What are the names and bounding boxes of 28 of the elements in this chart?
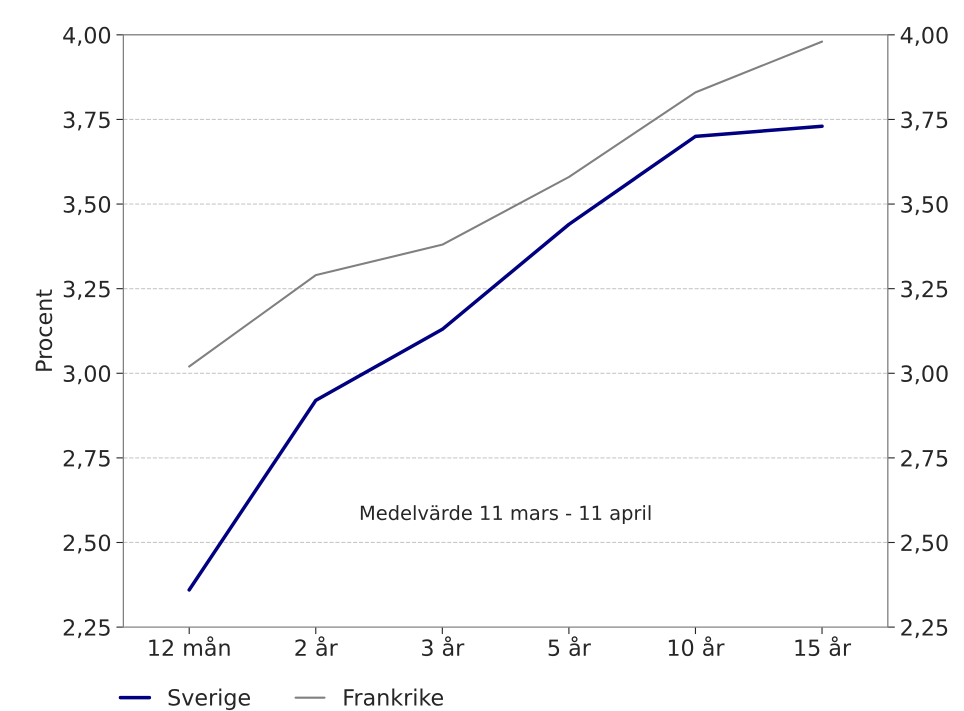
y2-tick-label: 2,25 xyxy=(901,619,948,638)
line-series xyxy=(188,40,824,368)
legend-label: Sverige xyxy=(168,688,250,710)
x-tick-label: 12 mån xyxy=(149,636,230,656)
y2-tick-label: 2,50 xyxy=(901,534,948,554)
y-tick-label: 3,50 xyxy=(64,196,110,216)
x-tick-label: 10 år xyxy=(668,636,725,656)
x-tick-label: 3 år xyxy=(422,636,464,656)
x-tick-label: 15 år xyxy=(795,636,852,656)
annotation: Medelvärde 11 mars - 11 april xyxy=(360,505,650,524)
x-tick-label: 5 år xyxy=(548,636,591,656)
y-tick-label: 3,75 xyxy=(64,111,110,130)
y-tick-label: 3,25 xyxy=(64,280,110,300)
x-tick-label: 2 år xyxy=(295,636,338,656)
y-tick-label: 2,50 xyxy=(64,534,110,554)
y2-tick-label: 3,00 xyxy=(901,365,948,384)
y-axis-title: Procent xyxy=(36,290,52,371)
y-tick-label: 4,00 xyxy=(63,26,110,46)
line-series xyxy=(187,124,824,592)
y2-tick-label: 4,00 xyxy=(900,26,948,46)
y-tick-label: 3,00 xyxy=(64,365,110,384)
y-tick-label: 2,75 xyxy=(64,450,110,469)
y-tick-label: 2,25 xyxy=(64,619,110,638)
y2-tick-label: 3,75 xyxy=(901,111,948,130)
y2-tick-label: 3,25 xyxy=(901,280,948,300)
y2-tick-label: 2,75 xyxy=(901,450,948,469)
y2-tick-label: 3,50 xyxy=(901,196,948,216)
legend-label: Frankrike xyxy=(344,688,443,706)
